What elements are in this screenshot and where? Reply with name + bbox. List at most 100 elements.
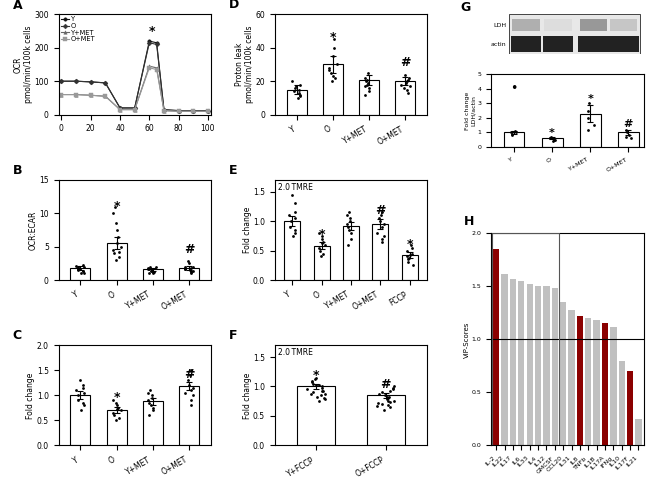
Text: E: E (229, 164, 238, 177)
Point (363, 79, 373, 87)
O+MET (87, 92, 95, 98)
Point (328, 72, 338, 80)
Y-axis label: Fold change: Fold change (26, 372, 35, 419)
Line: O+MET: O+MET (60, 66, 210, 113)
O (153, 42, 161, 47)
Point (329, 44, 339, 52)
O+MET (204, 108, 212, 114)
Point (389, 383, 399, 390)
Point (111, 256, 121, 264)
Point (507, 130, 517, 138)
Point (146, 401, 156, 409)
O+MET (116, 107, 124, 113)
Point (185, 266, 195, 274)
Point (294, 89, 304, 97)
Point (183, 376, 193, 384)
Bar (510, 279, 516, 445)
Point (318, 238, 328, 246)
Point (313, 381, 324, 388)
Point (307, 388, 318, 396)
Bar (323, 65, 343, 114)
Bar (577, 316, 583, 445)
Point (318, 388, 328, 395)
Point (346, 235, 356, 242)
Point (510, 127, 520, 135)
Point (623, 131, 634, 138)
Bar (107, 243, 127, 280)
Point (507, 132, 517, 139)
Point (374, 390, 384, 398)
Text: •: • (510, 81, 517, 95)
Point (320, 396, 330, 403)
Point (320, 241, 330, 249)
Point (373, 399, 384, 407)
Point (109, 411, 120, 419)
Point (545, 133, 556, 141)
O (175, 108, 183, 114)
Point (291, 229, 301, 237)
Point (406, 241, 417, 249)
Y (189, 108, 197, 114)
Point (326, 69, 336, 77)
Point (111, 417, 121, 424)
Text: #: # (400, 56, 411, 69)
O (58, 79, 66, 84)
Text: #: # (184, 368, 194, 381)
Point (548, 137, 558, 145)
FancyBboxPatch shape (545, 19, 572, 31)
Y-axis label: Proton leak
pmol/min/100k cells: Proton leak pmol/min/100k cells (235, 26, 254, 103)
Bar (518, 281, 525, 445)
Point (320, 390, 330, 398)
Y+MET (87, 92, 95, 98)
Bar (402, 255, 418, 280)
Point (385, 388, 395, 395)
Point (283, 211, 294, 219)
Point (70, 262, 81, 270)
Point (285, 223, 296, 231)
Point (112, 404, 123, 412)
Point (359, 82, 370, 90)
Point (584, 100, 594, 107)
Text: actin: actin (491, 42, 506, 47)
Text: #: # (380, 378, 391, 391)
Point (116, 407, 126, 414)
Point (328, 35, 339, 43)
Point (148, 268, 158, 276)
Point (359, 91, 370, 98)
Bar (552, 288, 558, 445)
Point (114, 248, 124, 256)
Bar (610, 327, 616, 445)
Point (588, 121, 599, 129)
Point (346, 229, 356, 237)
Point (313, 244, 324, 251)
O+MET (175, 108, 183, 114)
Point (404, 74, 415, 82)
Point (112, 233, 123, 240)
Point (77, 399, 88, 407)
Point (186, 401, 196, 409)
Bar (501, 274, 508, 445)
Text: H: H (463, 215, 474, 228)
Point (361, 78, 371, 85)
Bar (593, 320, 600, 445)
Point (402, 86, 413, 93)
Point (150, 263, 161, 271)
Point (376, 211, 386, 219)
Text: B: B (13, 164, 22, 177)
Point (380, 391, 391, 399)
Point (396, 81, 406, 89)
Point (317, 383, 327, 390)
Point (404, 82, 415, 90)
Point (143, 389, 153, 397)
Bar (560, 302, 566, 445)
Point (307, 380, 318, 388)
Y+MET (72, 91, 80, 97)
Text: #: # (184, 243, 194, 256)
Point (402, 76, 413, 83)
Point (372, 402, 382, 410)
Y (116, 105, 124, 111)
Point (112, 240, 122, 247)
Y (58, 79, 66, 84)
Bar (343, 226, 359, 280)
O (146, 40, 153, 46)
